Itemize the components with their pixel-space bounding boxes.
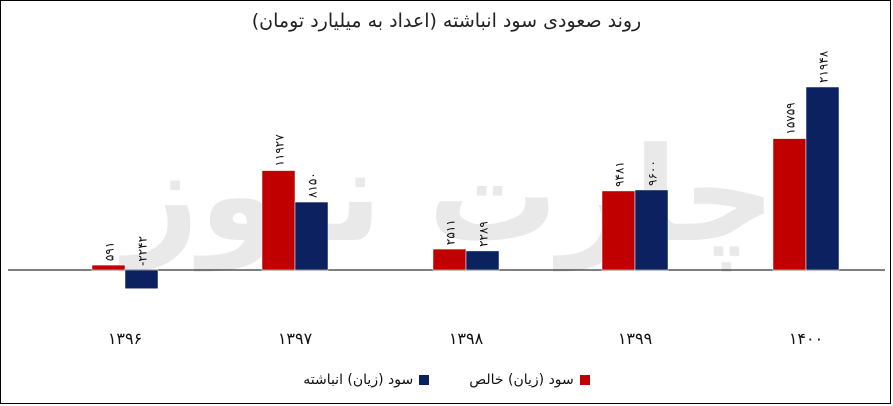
category-label-0: ۱۳۹۶ [108,329,142,348]
category-label-4: ۱۴۰۰ [789,329,823,348]
bar-accumulated-profit-3 [634,189,669,271]
bar-net-profit-2 [432,248,467,271]
chart-title: روند صعودی سود انباشته (اعداد به میلیارد… [251,10,642,32]
bar-net-profit-3 [601,190,636,271]
bar-net-profit-4 [772,138,807,271]
category-label-2: ۱۳۹۸ [449,329,484,348]
legend-item-net-profit: سود (زیان) خالص [469,372,590,388]
legend-swatch-accumulated-profit [419,375,430,385]
data-label-accumulated-profit-4: ۲۱۹۴۸ [817,50,831,83]
bar-accumulated-profit-2 [465,250,500,271]
category-label-3: ۱۳۹۹ [618,329,652,348]
data-label-net-profit-0: ۵۹۱ [103,242,117,261]
data-label-net-profit-4: ۱۵۷۵۹ [784,102,798,134]
legend: سود (زیان) خالص سود (زیان) انباشته [0,372,893,388]
data-label-net-profit-1: ۱۱۹۲۷ [273,134,287,167]
legend-swatch-net-profit [579,375,590,385]
bar-accumulated-profit-0 [124,269,159,289]
legend-label-accumulated-profit: سود (زیان) انباشته [303,372,414,388]
legend-label-net-profit: سود (زیان) خالص [469,372,574,388]
legend-item-accumulated-profit: سود (زیان) انباشته [303,372,430,388]
data-label-accumulated-profit-3: ۹۶۰۰ [646,160,660,186]
data-label-net-profit-2: ۲۵۱۱ [444,219,458,245]
bar-accumulated-profit-1 [294,201,329,271]
bar-net-profit-0 [91,264,126,271]
data-label-accumulated-profit-1: ۸۱۵۰ [306,172,320,198]
bar-accumulated-profit-4 [805,86,840,271]
category-label-1: ۱۳۹۷ [278,329,313,348]
data-label-accumulated-profit-2: ۲۲۸۹ [477,221,491,247]
data-label-accumulated-profit-0: -۲۲۴۲ [136,236,150,266]
data-label-net-profit-3: ۹۴۸۱ [613,161,627,187]
bar-net-profit-1 [261,170,296,271]
